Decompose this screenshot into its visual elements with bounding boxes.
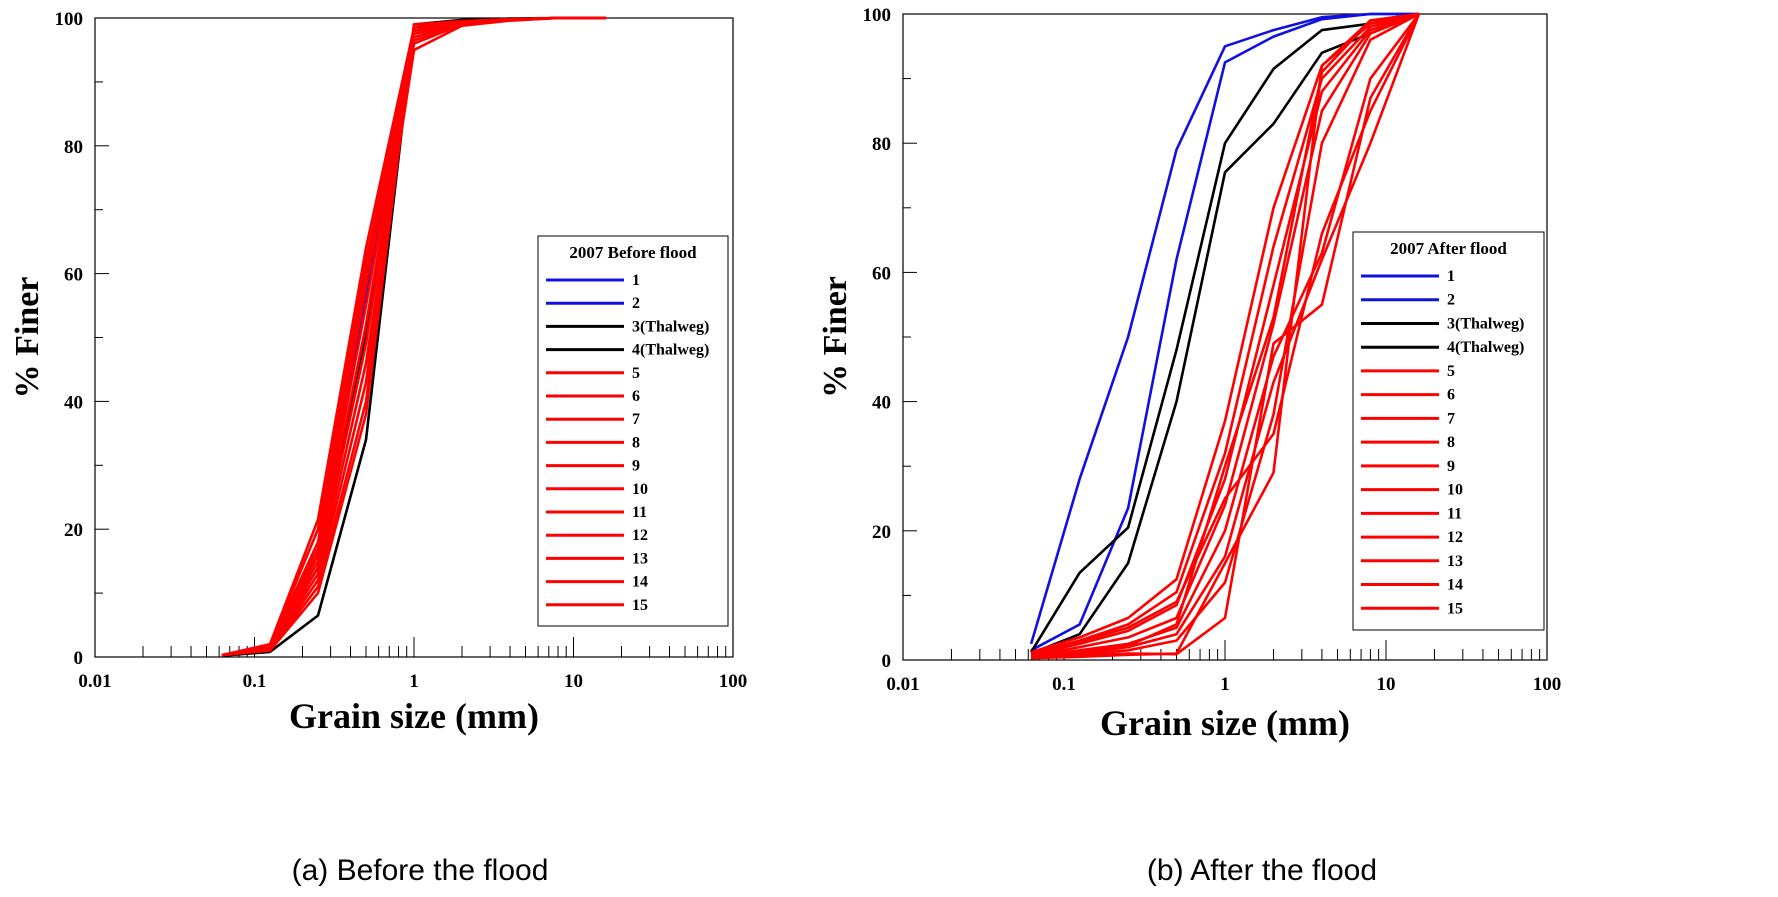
- legend-label: 14: [1447, 577, 1463, 594]
- legend-label: 7: [1447, 410, 1455, 427]
- legend-label: 13: [1447, 553, 1463, 570]
- x-axis-label: Grain size (mm): [289, 696, 539, 736]
- legend-label: 2: [1447, 292, 1455, 309]
- legend-label: 11: [632, 504, 647, 521]
- legend-label: 7: [632, 411, 640, 428]
- legend-label: 4(Thalweg): [632, 342, 709, 359]
- x-tick-label: 100: [1533, 674, 1562, 695]
- series-line-2: [1030, 12, 1419, 652]
- caption-before-flood: (a) Before the flood: [292, 854, 549, 887]
- legend-label: 11: [1447, 505, 1462, 522]
- legend-title: 2007 After flood: [1390, 239, 1507, 258]
- legend-label: 2: [632, 295, 640, 312]
- y-axis-label: % Finer: [9, 277, 46, 399]
- x-tick-label: 1: [409, 671, 419, 692]
- legend-label: 13: [632, 550, 648, 567]
- legend-box: [537, 235, 729, 627]
- y-tick-label: 60: [64, 265, 83, 286]
- legend-label: 6: [632, 388, 640, 405]
- legend-label: 10: [632, 481, 648, 498]
- x-tick-label: 0.1: [1052, 674, 1076, 695]
- legend-label: 12: [632, 527, 648, 544]
- series-line-14: [1030, 12, 1420, 659]
- legend-label: 8: [1447, 434, 1455, 451]
- y-tick-label: 20: [64, 520, 83, 541]
- legend-label: 4(Thalweg): [1447, 339, 1524, 356]
- x-tick-label: 0.01: [78, 671, 111, 692]
- legend-title: 2007 Before flood: [569, 243, 697, 262]
- series-lines: [1029, 12, 1421, 660]
- y-tick-label: 0: [882, 651, 892, 672]
- legend-label: 3(Thalweg): [1447, 315, 1524, 332]
- legend-label: 5: [1447, 363, 1455, 380]
- x-tick-label: 1: [1220, 674, 1230, 695]
- x-axis-ticks: [902, 640, 1548, 660]
- series-line-8: [1030, 12, 1420, 658]
- series-line-11: [1031, 12, 1420, 660]
- x-tick-label: 10: [564, 671, 583, 692]
- x-tick-label: 0.1: [243, 671, 267, 692]
- legend: 2007 After flood123(Thalweg)4(Thalweg)56…: [1352, 231, 1545, 631]
- y-tick-label: 80: [64, 137, 83, 158]
- y-tick-label: 60: [872, 263, 891, 284]
- series-line-6: [1030, 12, 1420, 655]
- y-tick-label: 40: [64, 392, 83, 413]
- series-lines: [221, 16, 607, 657]
- x-tick-label: 100: [719, 671, 748, 692]
- series-line-15: [1030, 13, 1421, 656]
- series-line-7: [1030, 12, 1420, 657]
- y-tick-label: 80: [872, 134, 891, 155]
- series-line-13: [1031, 13, 1421, 659]
- legend-label: 15: [1447, 600, 1463, 617]
- legend-label: 1: [632, 272, 640, 289]
- caption-after-flood: (b) After the flood: [1147, 854, 1377, 887]
- y-tick-label: 100: [55, 9, 84, 30]
- legend-label: 3(Thalweg): [632, 318, 709, 335]
- legend-label: 9: [632, 458, 640, 475]
- legend-label: 8: [632, 434, 640, 451]
- y-tick-label: 20: [872, 522, 891, 543]
- y-tick-label: 0: [74, 648, 84, 669]
- series-line-15: [221, 16, 607, 657]
- x-axis-label: Grain size (mm): [1100, 703, 1350, 743]
- series-line-9: [1030, 13, 1420, 659]
- legend-label: 1: [1447, 268, 1455, 285]
- series-line-3thalweg: [1029, 12, 1420, 653]
- legend-label: 5: [632, 365, 640, 382]
- y-tick-label: 40: [872, 393, 891, 414]
- legend-label: 10: [1447, 482, 1463, 499]
- y-tick-label: 100: [863, 5, 892, 26]
- x-axis-ticks: [94, 637, 734, 657]
- legend-label: 12: [1447, 529, 1463, 546]
- y-axis-label: % Finer: [817, 276, 854, 398]
- legend-label: 15: [632, 597, 648, 614]
- legend-label: 9: [1447, 458, 1455, 475]
- series-line-4thalweg: [1030, 12, 1420, 655]
- legend: 2007 Before flood123(Thalweg)4(Thalweg)5…: [537, 235, 729, 627]
- x-tick-label: 0.01: [886, 674, 919, 695]
- legend-label: 6: [1447, 387, 1455, 404]
- chart-before-flood: 0.01 0.1 1 10 100 0 20 40 60 80 100 Grain size (mm)…: [9, 9, 747, 736]
- x-tick-label: 10: [1377, 674, 1396, 695]
- legend-label: 14: [632, 574, 648, 591]
- chart-after-flood: 0.01 0.1 1 10 100 0 20 40 60 80 100 Grain size (mm)…: [817, 5, 1561, 743]
